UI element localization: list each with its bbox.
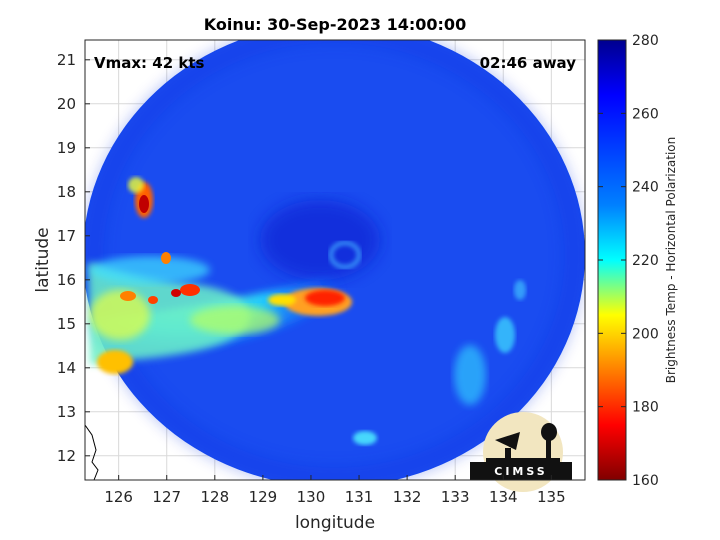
y-tick-label-1: 13	[57, 403, 76, 421]
x-tick-label-4: 130	[297, 488, 326, 506]
x-axis: 126 127 128 129 130 131 132 133 134 135	[104, 475, 566, 506]
x-tick-label-6: 132	[393, 488, 422, 506]
south-cell	[353, 431, 377, 445]
colorbar-tick-label-1: 180	[632, 400, 659, 416]
brightness-temp-swath	[85, 40, 585, 480]
cell-central-west-1	[180, 284, 200, 296]
time-away-annotation: 02:46 away	[480, 54, 577, 72]
x-tick-label-1: 127	[152, 488, 181, 506]
colorbar-ticks: 160 180 200 220 240 260 280	[598, 33, 659, 489]
y-tick-label-3: 15	[57, 315, 76, 333]
cell-central-west-5	[161, 252, 171, 264]
x-tick-label-8: 134	[489, 488, 518, 506]
cell-central-west-3	[120, 291, 136, 301]
x-tick-label-0: 126	[104, 488, 133, 506]
storm-core-dark	[260, 200, 380, 280]
core-yellow	[268, 294, 296, 306]
x-tick-label-7: 133	[441, 488, 470, 506]
cell-nw-yellow	[128, 177, 144, 193]
y-tick-label-9: 21	[57, 51, 76, 69]
logo-tower-tank	[541, 423, 557, 441]
x-axis-label: longitude	[295, 513, 375, 533]
y-tick-label-4: 16	[57, 271, 76, 289]
se-band-3	[514, 280, 526, 300]
cimss-logo: CIMSS	[470, 412, 572, 492]
logo-text: CIMSS	[494, 465, 547, 478]
chart-title: Koinu: 30-Sep-2023 14:00:00	[204, 15, 466, 34]
y-axis-label: latitude	[33, 227, 53, 292]
se-band-1	[454, 345, 486, 405]
colorbar-tick-label-4: 240	[632, 180, 659, 196]
cell-central-west-4	[148, 296, 158, 304]
center-ring	[328, 240, 362, 270]
band-cyan-north	[90, 256, 210, 284]
band-yellow-center	[190, 306, 280, 334]
swath-texture	[85, 40, 583, 480]
logo-tower-leg	[546, 438, 551, 464]
y-tick-label-6: 18	[57, 183, 76, 201]
logo-ground	[486, 458, 560, 464]
colorbar-tick-label-3: 220	[632, 253, 659, 269]
cell-west-coast	[97, 350, 133, 374]
colorbar-tick-label-6: 280	[632, 33, 659, 49]
logo-dish-base	[505, 448, 511, 462]
y-tick-label-5: 17	[57, 227, 76, 245]
coastline	[85, 424, 99, 480]
western-rainband	[88, 262, 250, 365]
y-tick-label-0: 12	[57, 447, 76, 465]
se-band-2	[495, 317, 515, 353]
colorbar-tick-label-2: 200	[632, 326, 659, 342]
x-tick-label-2: 128	[200, 488, 229, 506]
y-tick-label-7: 19	[57, 139, 76, 157]
plot-frame	[84, 39, 586, 481]
y-tick-label-2: 14	[57, 359, 76, 377]
x-tick-label-5: 131	[345, 488, 374, 506]
cell-nw-red	[139, 195, 149, 213]
colorbar-tick-label-5: 260	[632, 106, 659, 122]
core-red	[305, 290, 345, 306]
vmax-annotation: Vmax: 42 kts	[94, 54, 204, 72]
cell-central-west-2	[171, 289, 181, 297]
x-tick-label-9: 135	[537, 488, 566, 506]
logo-banner	[470, 462, 572, 480]
colorbar-tick-label-0: 160	[632, 473, 659, 489]
logo-dish	[495, 432, 520, 450]
x-tick-label-3: 129	[249, 488, 278, 506]
y-axis: 12 13 14 15 16 17 18 19 20 21	[57, 51, 90, 465]
y-tick-label-8: 20	[57, 95, 76, 113]
band-yellow-west	[90, 290, 150, 340]
colorbar-label: Brightness Temp - Horizontal Polarizatio…	[664, 137, 678, 384]
